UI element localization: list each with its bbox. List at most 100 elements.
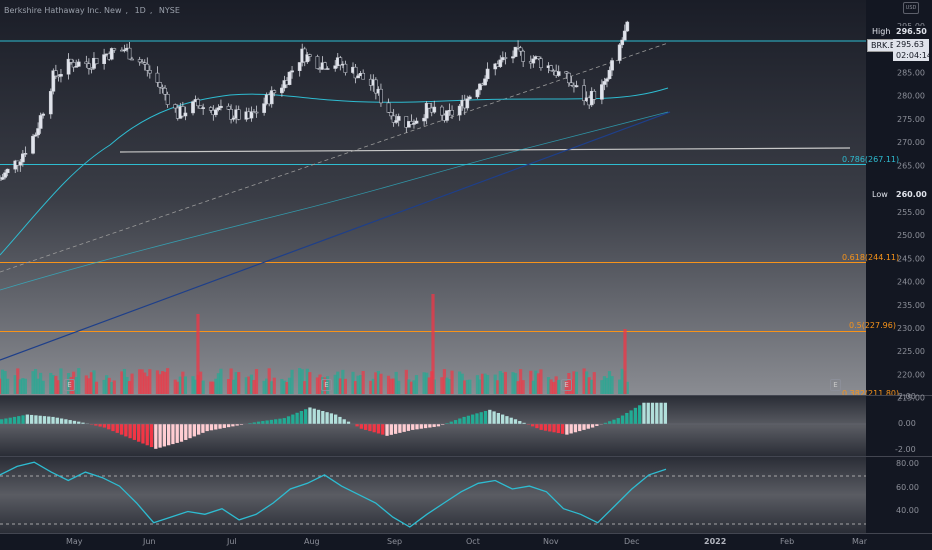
volume-bar xyxy=(287,377,292,394)
macd-bar xyxy=(282,418,286,424)
candle-body xyxy=(607,69,612,80)
volume-bar xyxy=(201,380,205,394)
candle-body xyxy=(84,61,89,64)
volume-bar xyxy=(6,378,10,394)
volume-bar xyxy=(460,373,464,394)
interval-label[interactable]: 1D xyxy=(134,6,146,15)
volume-bar xyxy=(539,369,543,394)
drawing-lines[interactable] xyxy=(0,40,866,361)
candle-body xyxy=(226,105,231,110)
volume-bar xyxy=(351,371,355,394)
volume-bar xyxy=(440,377,444,394)
candle-body xyxy=(536,56,541,60)
volume-bar xyxy=(529,370,533,394)
candle-body xyxy=(287,71,292,85)
earnings-flag[interactable]: E xyxy=(321,379,332,391)
candle-body xyxy=(343,63,348,73)
volume-bar xyxy=(503,371,507,394)
volume-bar xyxy=(300,369,304,394)
macd-bar xyxy=(141,424,145,444)
candle-body xyxy=(249,111,254,119)
candle-body xyxy=(0,179,2,181)
earnings-flag[interactable]: E xyxy=(64,379,75,391)
macd-bar xyxy=(453,420,458,424)
candle-body xyxy=(353,66,358,79)
macd-bar xyxy=(385,424,389,436)
volume-bar xyxy=(519,369,523,394)
earnings-flag[interactable]: E xyxy=(830,379,841,391)
volume-bar xyxy=(374,372,378,394)
ma-100-line[interactable] xyxy=(0,111,669,291)
low-label-tag: Low xyxy=(869,189,897,200)
macd-bar xyxy=(552,424,556,433)
candle-body xyxy=(625,21,630,32)
support-trendline[interactable] xyxy=(119,147,851,153)
macd-bar xyxy=(342,419,346,424)
macd-bar xyxy=(389,424,393,435)
macd-bar xyxy=(132,424,137,440)
macd-scale-2: 2.00 xyxy=(898,392,916,401)
chart-header[interactable]: Berkshire Hathaway Inc. New, 1D, NYSE xyxy=(4,6,180,15)
volume-bar xyxy=(54,375,58,394)
macd-bar xyxy=(608,421,612,424)
dashed-trendline[interactable] xyxy=(0,42,669,273)
macd-bar xyxy=(616,418,620,424)
candle-body xyxy=(196,99,200,107)
candle-body xyxy=(290,70,294,73)
macd-bar xyxy=(98,424,102,427)
volume-bar xyxy=(409,381,414,394)
macd-bar xyxy=(47,416,51,424)
macd-bar xyxy=(256,421,261,424)
volume-bar xyxy=(112,380,116,394)
volume-bar xyxy=(244,377,248,394)
candle-body xyxy=(76,61,81,67)
candle-body xyxy=(262,103,266,113)
volume-bar xyxy=(77,368,81,394)
candle-body xyxy=(617,44,622,61)
volume-bar xyxy=(298,368,302,394)
candle-body xyxy=(66,58,71,75)
volume-bar xyxy=(468,379,472,394)
candle-body xyxy=(142,62,147,65)
volume-bar xyxy=(590,379,594,394)
macd-bar xyxy=(501,414,505,424)
earnings-flag[interactable]: E xyxy=(561,379,572,391)
macd-bar xyxy=(595,424,599,426)
macd-bar xyxy=(560,424,565,434)
macd-bar xyxy=(513,419,518,424)
candle-body xyxy=(173,104,178,109)
volume-bar xyxy=(483,373,487,394)
macd-bar xyxy=(496,412,501,424)
volume-bar xyxy=(94,381,99,394)
candle-body xyxy=(620,39,625,46)
macd-bar xyxy=(445,423,449,424)
ma-200-line[interactable] xyxy=(0,111,671,361)
volume-bar xyxy=(232,379,236,394)
macd-bar xyxy=(642,402,646,424)
high-value-tag: 296.50 xyxy=(893,26,929,37)
candle-body xyxy=(130,58,134,61)
x-tick-nov: Nov xyxy=(543,537,559,546)
macd-bar xyxy=(291,414,295,424)
symbol-name[interactable]: Berkshire Hathaway Inc. New xyxy=(4,6,122,15)
macd-bar xyxy=(158,424,162,448)
x-tick-dec: Dec xyxy=(624,537,640,546)
candle-body xyxy=(18,161,23,166)
candlesticks[interactable] xyxy=(0,20,630,181)
candle-body xyxy=(307,54,312,57)
volume-bar xyxy=(303,381,307,394)
candle-body xyxy=(424,103,429,119)
macd-bar xyxy=(214,424,218,430)
candle-body xyxy=(539,58,543,69)
candle-body xyxy=(165,94,170,105)
volume-bar xyxy=(209,381,213,394)
price-scale-label: 285.00 xyxy=(897,68,925,77)
currency-button[interactable]: USD xyxy=(903,2,919,14)
candle-body xyxy=(201,107,206,109)
macd-bar xyxy=(149,424,154,448)
volume-bar xyxy=(234,372,238,394)
macd-bar xyxy=(21,415,25,424)
candle-body xyxy=(325,68,330,70)
candle-body xyxy=(272,90,277,94)
